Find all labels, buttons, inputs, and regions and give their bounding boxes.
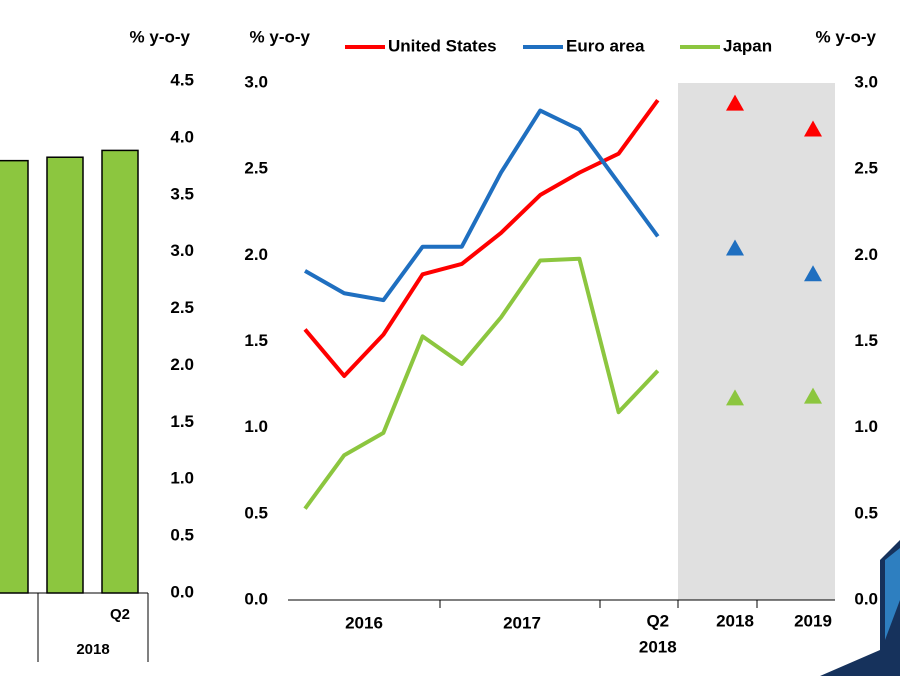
y-tick-label: 0.5 [170, 526, 194, 545]
y-tick-label: 1.5 [170, 412, 194, 431]
x-group-label: 2018 [76, 641, 109, 658]
y2-tick-label: 1.0 [854, 417, 878, 436]
x-year-label: 2018 [639, 637, 677, 656]
forecast-marker [804, 120, 822, 137]
y-tick-label: 2.5 [170, 298, 194, 317]
y-tick-label: 0.5 [244, 503, 268, 522]
y2-tick-label: 2.5 [854, 159, 878, 178]
bar [46, 156, 84, 594]
y-tick-label: 3.5 [170, 184, 194, 203]
y-tick-label: 1.5 [244, 331, 268, 350]
bar [101, 149, 139, 594]
legend-label: United States [388, 36, 497, 55]
y-tick-label: 3.0 [170, 241, 194, 260]
axis-label: % y-o-y [816, 27, 877, 46]
y-tick-label: 0.0 [244, 589, 268, 608]
y-tick-label: 1.0 [170, 469, 194, 488]
y-tick-label: 0.0 [170, 582, 194, 601]
corner-decoration [820, 540, 900, 676]
y-tick-label: 3.0 [244, 72, 268, 91]
y-tick-label: 2.0 [244, 245, 268, 264]
x-tick-label: Q2 [646, 611, 669, 630]
x-forecast-label: 2019 [794, 611, 832, 630]
legend-label: Euro area [566, 36, 645, 55]
y2-tick-label: 1.5 [854, 331, 878, 350]
corner-decoration [885, 548, 900, 640]
y2-tick-label: 0.0 [854, 589, 878, 608]
bar [0, 159, 29, 594]
y-tick-label: 2.5 [244, 159, 268, 178]
forecast-marker [726, 239, 744, 256]
y-tick-label: 4.5 [170, 70, 194, 89]
forecast-marker [726, 94, 744, 111]
series-line [304, 108, 660, 303]
x-year-label: 2017 [503, 613, 541, 632]
y2-tick-label: 3.0 [854, 72, 878, 91]
forecast-marker [726, 389, 744, 406]
legend-label: Japan [723, 36, 772, 55]
x-forecast-label: 2018 [716, 611, 754, 630]
axis-label: % y-o-y [250, 27, 311, 46]
series-line [303, 99, 660, 378]
axis-label: % y-o-y [130, 27, 191, 46]
forecast-marker [804, 387, 822, 404]
series-line [303, 256, 660, 510]
y2-tick-label: 2.0 [854, 245, 878, 264]
forecast-marker [804, 265, 822, 282]
forecast-shade [678, 83, 835, 600]
y-tick-label: 2.0 [170, 355, 194, 374]
y2-tick-label: 0.5 [854, 503, 878, 522]
y-tick-label: 4.0 [170, 127, 194, 146]
x-year-label: 2016 [345, 613, 383, 632]
y-tick-label: 1.0 [244, 417, 268, 436]
x-tick-label: Q2 [110, 606, 130, 623]
